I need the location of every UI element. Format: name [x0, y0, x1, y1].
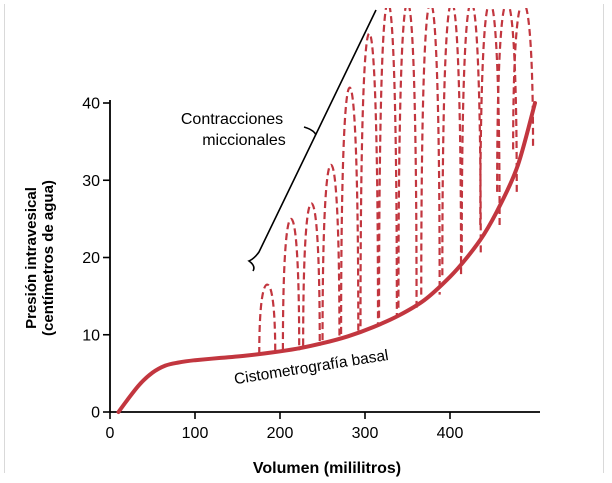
x-axis-ticks: 0 100 200 300 400	[106, 412, 464, 442]
contraction-peak-5	[340, 86, 360, 334]
y-tick-label-10: 10	[82, 327, 100, 344]
contractions-bracket	[247, 9, 377, 272]
contraction-peak-2	[281, 217, 301, 351]
y-axis-title-line1: Presión intravesical	[23, 187, 40, 329]
contraction-peak-9	[420, 8, 441, 295]
contractions-series	[258, 8, 535, 355]
basal-cystometrogram-line	[116, 101, 537, 414]
y-tick-label-40: 40	[82, 96, 100, 113]
bracket-hook	[303, 126, 317, 136]
figure-frame	[4, 4, 604, 473]
contraction-peak-13	[496, 8, 518, 192]
x-tick-label-0: 0	[106, 425, 115, 442]
x-tick-label-200: 200	[267, 425, 294, 442]
contraction-peak-4	[321, 163, 341, 341]
contraction-peak-14	[512, 8, 535, 150]
contraction-peak-11	[460, 8, 482, 253]
contraction-peak-7	[377, 8, 398, 318]
y-axis-ticks: 0 10 20 30 40	[82, 96, 110, 422]
y-tick-label-0: 0	[91, 405, 100, 422]
x-axis-title: Volumen (mililitros)	[253, 460, 401, 477]
x-tick-label-400: 400	[437, 425, 464, 442]
contraction-peak-3	[302, 202, 321, 346]
y-axis-title: Presión intravesical (centímetros de agu…	[23, 180, 57, 336]
contraction-peak-1	[258, 283, 277, 355]
annotation-miccionales: miccionales	[202, 132, 286, 149]
annotation-contracciones: Contracciones	[181, 111, 283, 128]
x-tick-label-100: 100	[182, 425, 209, 442]
x-tick-label-300: 300	[352, 425, 379, 442]
y-axis-title-line2: (centímetros de agua)	[40, 180, 57, 336]
y-tick-label-30: 30	[82, 173, 100, 190]
contraction-peak-6	[359, 32, 380, 327]
contraction-peak-10	[441, 8, 463, 276]
y-tick-label-20: 20	[82, 250, 100, 267]
contraction-peak-8	[397, 8, 418, 308]
